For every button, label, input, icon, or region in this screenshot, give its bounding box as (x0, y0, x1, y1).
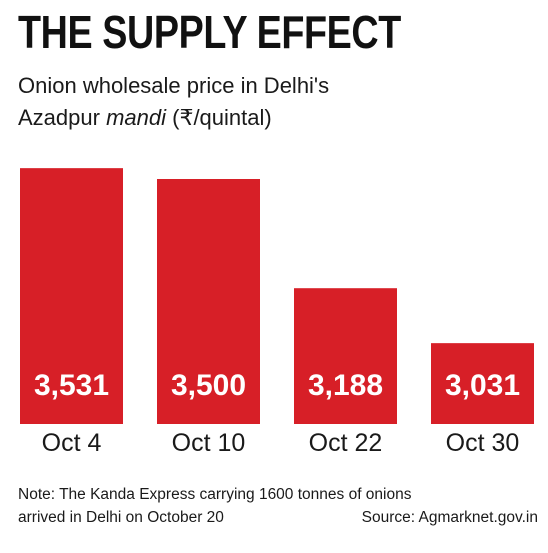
category-label: Oct 10 (172, 429, 246, 457)
bar-oct-22 (294, 288, 397, 424)
bar-oct-4 (20, 168, 123, 424)
chart-footnote: Note: The Kanda Express carrying 1600 to… (18, 483, 538, 529)
bar-chart: 3,531 Oct 4 3,500 Oct 10 3,188 Oct 22 3,031 Oct… (20, 168, 534, 457)
source-credit: Source: Agmarknet.gov.in (361, 509, 538, 526)
subtitle-italic-word: mandi (106, 105, 166, 130)
bar-value-label: 3,188 (308, 369, 383, 402)
subtitle-line-1: Onion wholesale price in Delhi's (18, 73, 330, 98)
bar-oct-10 (157, 179, 260, 424)
bar-value-label: 3,531 (34, 369, 109, 402)
chart-subtitle: Onion wholesale price in Delhi's Azadpur… (18, 70, 538, 134)
chart-title: THE SUPPLY EFFECT (18, 6, 401, 58)
subtitle-unit: (₹/quintal) (172, 105, 272, 130)
bar-oct-30 (431, 343, 534, 424)
note-line-2: arrived in Delhi on October 20 (18, 509, 224, 526)
subtitle-place: Azadpur (18, 105, 100, 130)
category-label: Oct 30 (446, 429, 520, 457)
note-line-2-row: arrived in Delhi on October 20 Source: A… (18, 506, 538, 529)
category-label: Oct 22 (309, 429, 383, 457)
subtitle-line-2: Azadpur mandi (₹/quintal) (18, 102, 538, 134)
category-label: Oct 4 (42, 429, 102, 457)
note-line-1: Note: The Kanda Express carrying 1600 to… (18, 486, 412, 503)
bar-value-label: 3,031 (445, 369, 520, 402)
bar-value-label: 3,500 (171, 369, 246, 402)
